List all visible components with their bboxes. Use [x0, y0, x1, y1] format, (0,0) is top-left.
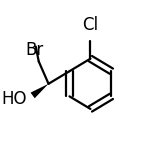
Text: Cl: Cl: [82, 16, 99, 34]
Polygon shape: [31, 84, 48, 98]
Text: HO: HO: [1, 90, 27, 108]
Text: Br: Br: [25, 41, 44, 59]
